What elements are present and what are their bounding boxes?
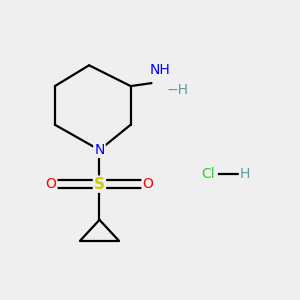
Text: S: S [94,177,105,192]
Text: N: N [94,143,105,157]
Text: O: O [46,177,56,191]
Text: NH: NH [150,63,171,77]
Text: O: O [142,177,153,191]
Text: Cl: Cl [201,167,215,181]
Text: −H: −H [167,83,189,97]
Text: H: H [240,167,250,181]
